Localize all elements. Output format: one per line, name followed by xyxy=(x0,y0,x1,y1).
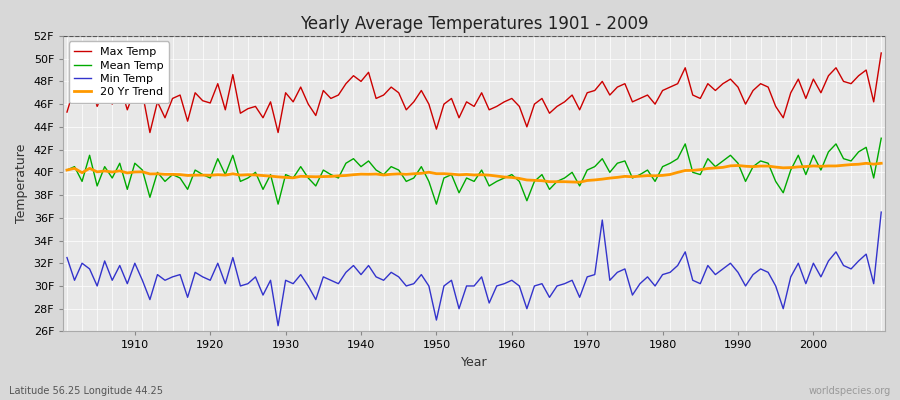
Mean Temp xyxy=(122,187,132,192)
20 Yr Trend xyxy=(876,161,886,166)
Mean Temp xyxy=(514,179,525,184)
Min Temp xyxy=(507,278,517,283)
Min Temp xyxy=(605,278,616,283)
20 Yr Trend xyxy=(499,175,509,180)
Min Temp xyxy=(295,272,306,277)
Mean Temp xyxy=(507,172,517,177)
Min Temp xyxy=(61,255,72,260)
Min Temp xyxy=(876,210,886,214)
Text: worldspecies.org: worldspecies.org xyxy=(809,386,891,396)
Min Temp xyxy=(273,323,284,328)
Max Temp xyxy=(876,50,886,55)
Mean Temp xyxy=(605,170,616,175)
Y-axis label: Temperature: Temperature xyxy=(15,144,28,223)
Title: Yearly Average Temperatures 1901 - 2009: Yearly Average Temperatures 1901 - 2009 xyxy=(300,15,648,33)
Max Temp xyxy=(605,93,616,98)
Min Temp xyxy=(514,284,525,288)
Max Temp xyxy=(340,81,351,86)
Max Temp xyxy=(295,85,306,90)
Min Temp xyxy=(122,281,132,286)
Text: Latitude 56.25 Longitude 44.25: Latitude 56.25 Longitude 44.25 xyxy=(9,386,163,396)
20 Yr Trend xyxy=(860,161,871,166)
20 Yr Trend xyxy=(507,175,517,180)
Min Temp xyxy=(340,270,351,275)
Line: Min Temp: Min Temp xyxy=(67,212,881,326)
Line: 20 Yr Trend: 20 Yr Trend xyxy=(67,163,881,182)
Mean Temp xyxy=(273,202,284,206)
Line: Mean Temp: Mean Temp xyxy=(67,138,881,204)
Mean Temp xyxy=(340,161,351,166)
Line: Max Temp: Max Temp xyxy=(67,53,881,132)
Max Temp xyxy=(61,110,72,114)
Max Temp xyxy=(145,130,156,135)
20 Yr Trend xyxy=(122,170,132,175)
X-axis label: Year: Year xyxy=(461,356,488,369)
Mean Temp xyxy=(876,136,886,141)
20 Yr Trend xyxy=(333,174,344,178)
Max Temp xyxy=(514,104,525,109)
Mean Temp xyxy=(61,168,72,172)
Legend: Max Temp, Mean Temp, Min Temp, 20 Yr Trend: Max Temp, Mean Temp, Min Temp, 20 Yr Tre… xyxy=(68,42,169,103)
20 Yr Trend xyxy=(61,168,72,172)
20 Yr Trend xyxy=(605,176,616,180)
Max Temp xyxy=(122,108,132,112)
Mean Temp xyxy=(295,164,306,169)
Max Temp xyxy=(507,96,517,101)
20 Yr Trend xyxy=(574,180,585,185)
20 Yr Trend xyxy=(288,176,299,180)
